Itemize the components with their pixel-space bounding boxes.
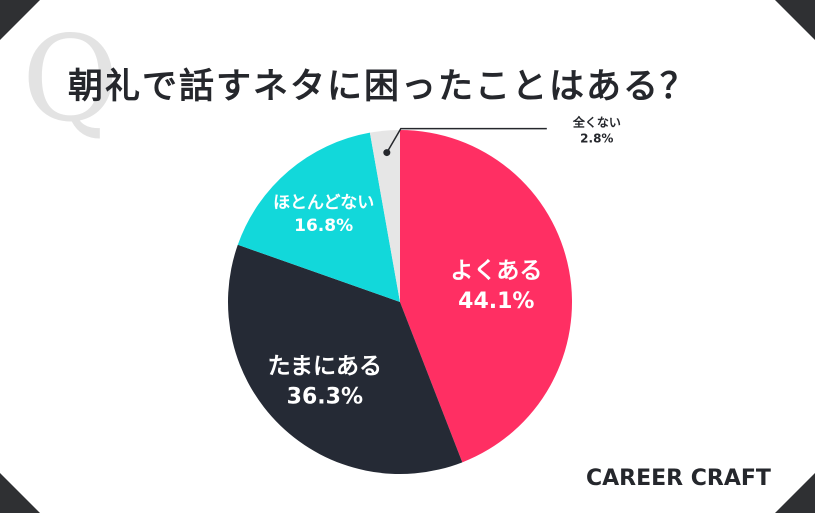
q-watermark: Q xyxy=(22,10,119,148)
slice-label: 全くない xyxy=(572,115,621,130)
brand-logo: CAREER CRAFT xyxy=(586,466,771,491)
slice-label: 44.1% xyxy=(458,289,534,314)
callout-line xyxy=(386,127,547,153)
pie-slice xyxy=(237,132,400,302)
slice-label: よくある xyxy=(450,258,542,284)
slice-label: 36.3% xyxy=(287,385,363,410)
slice-label: 16.8% xyxy=(294,216,353,236)
chart-title: 朝礼で話すネタに困ったことはある？ xyxy=(68,67,698,107)
pie-slice xyxy=(369,130,400,302)
slice-label: ほとんどない xyxy=(273,193,374,213)
pie-slice xyxy=(228,244,463,475)
slice-label: 2.8% xyxy=(580,132,613,146)
pie-slice xyxy=(400,130,572,463)
slice-label: たまにある xyxy=(268,354,382,380)
